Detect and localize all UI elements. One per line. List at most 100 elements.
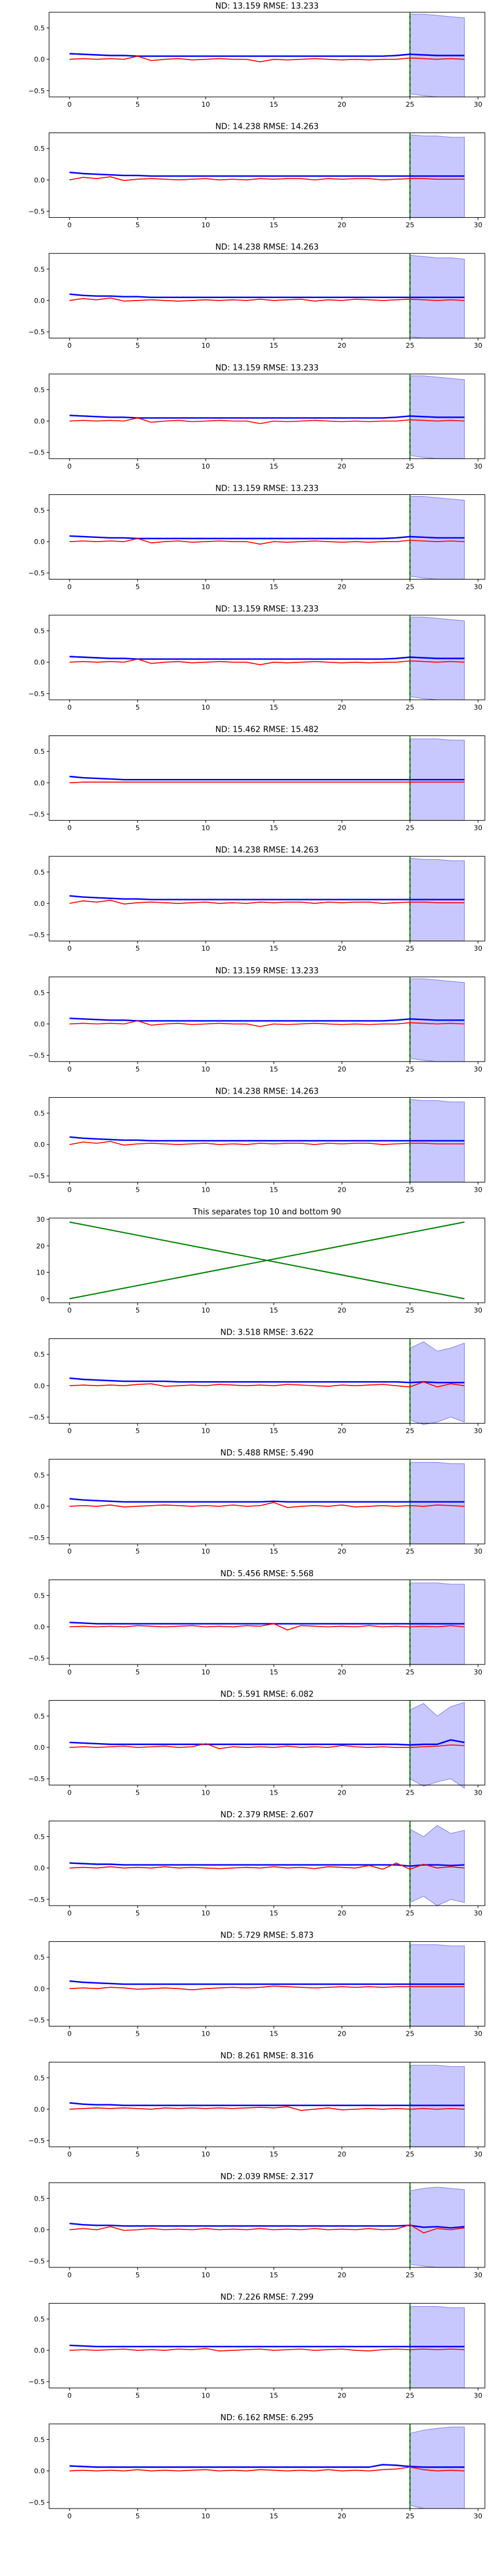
x-tick-label: 5 xyxy=(136,824,140,832)
panel-title: ND: 13.159 RMSE: 13.233 xyxy=(215,364,319,373)
x-tick-label: 25 xyxy=(406,583,414,591)
y-tick-label: −0.5 xyxy=(28,569,45,577)
x-tick-label: 0 xyxy=(68,1065,72,1073)
actual-line xyxy=(69,1020,465,1027)
panel-3: ND: 14.238 RMSE: 14.263 0 5 10 15 20 25 30 −0.5 0… xyxy=(28,243,485,350)
x-tick-label: 0 xyxy=(68,221,72,229)
panel-title: This separates top 10 and bottom 90 xyxy=(192,1208,341,1217)
y-tick-label: −0.5 xyxy=(28,810,45,818)
y-tick-label: 0.5 xyxy=(34,868,45,876)
prediction-interval-band xyxy=(409,1701,465,1789)
x-tick-label: 20 xyxy=(338,1668,346,1676)
x-tick-label: 10 xyxy=(201,2150,210,2158)
x-tick-label: 20 xyxy=(338,703,346,711)
y-tick-label: 0.0 xyxy=(34,1382,45,1390)
x-tick-label: 0 xyxy=(68,824,72,832)
x-tick-label: 0 xyxy=(68,342,72,350)
x-tick-label: 30 xyxy=(474,2512,482,2520)
x-tick-label: 5 xyxy=(136,1668,140,1676)
x-tick-label: 30 xyxy=(474,1788,482,1796)
x-tick-label: 15 xyxy=(269,462,278,470)
actual-line xyxy=(69,176,465,182)
y-tick-label: 0.0 xyxy=(34,779,45,787)
axes-frame xyxy=(48,2182,485,2268)
x-tick-label: 25 xyxy=(406,2391,414,2399)
x-tick-label: 25 xyxy=(406,1065,414,1073)
x-tick-label: 25 xyxy=(406,1427,414,1435)
y-tick-label: −0.5 xyxy=(28,2378,45,2386)
x-tick-label: 5 xyxy=(136,2150,140,2158)
x-tick-label: 30 xyxy=(474,2150,482,2158)
x-tick-label: 30 xyxy=(474,1065,482,1073)
panel-title: ND: 8.261 RMSE: 8.316 xyxy=(220,2052,314,2061)
x-tick-label: 0 xyxy=(68,703,72,711)
forecast-line xyxy=(69,1018,465,1022)
forecast-line xyxy=(69,535,465,540)
x-tick-label: 30 xyxy=(474,462,482,470)
axes-frame xyxy=(48,615,485,700)
x-tick-label: 25 xyxy=(406,1909,414,1917)
forecast-line xyxy=(69,1862,465,1867)
x-tick-label: 25 xyxy=(406,703,414,711)
axes-frame xyxy=(48,253,485,339)
y-tick-label: 0.0 xyxy=(34,2467,45,2475)
x-tick-label: 15 xyxy=(269,1065,278,1073)
axes-frame xyxy=(48,1941,485,2027)
x-tick-label: 0 xyxy=(68,1909,72,1917)
actual-line xyxy=(69,2224,465,2234)
x-tick-label: 0 xyxy=(68,101,72,109)
x-tick-label: 25 xyxy=(406,1788,414,1796)
panel-8: ND: 14.238 RMSE: 14.263 0 5 10 15 20 25 30 −0.5 0… xyxy=(28,846,485,953)
x-tick-label: 10 xyxy=(201,2391,210,2399)
x-tick-label: 25 xyxy=(406,342,414,350)
forecast-line xyxy=(69,656,465,660)
x-tick-label: 15 xyxy=(269,101,278,109)
actual-line xyxy=(69,417,465,424)
x-tick-label: 0 xyxy=(68,1668,72,1676)
x-tick-label: 20 xyxy=(338,2512,346,2520)
panel-1: ND: 13.159 RMSE: 13.233 0 5 10 15 20 25 30 −0.5 0… xyxy=(28,2,485,109)
prediction-interval-band xyxy=(409,1462,465,1544)
forecast-line xyxy=(69,1739,465,1746)
x-tick-label: 25 xyxy=(406,1668,414,1676)
x-tick-label: 5 xyxy=(136,1788,140,1796)
x-tick-label: 0 xyxy=(68,1427,72,1435)
y-tick-label: 0.5 xyxy=(34,748,45,756)
y-tick-label: −0.5 xyxy=(28,2258,45,2266)
y-tick-label: −0.5 xyxy=(28,2499,45,2507)
x-tick-label: 25 xyxy=(406,221,414,229)
y-tick-label: −0.5 xyxy=(28,1413,45,1421)
x-tick-label: 0 xyxy=(68,462,72,470)
y-tick-label: 0.5 xyxy=(34,1953,45,1961)
x-tick-label: 0 xyxy=(68,583,72,591)
forecast-line xyxy=(69,1498,465,1503)
x-tick-label: 30 xyxy=(474,2030,482,2038)
axes-frame xyxy=(48,2061,485,2147)
axes-frame xyxy=(48,1097,485,1183)
axes-frame xyxy=(48,2302,485,2388)
axes-frame xyxy=(48,2423,485,2509)
actual-line xyxy=(69,1743,465,1749)
x-tick-label: 20 xyxy=(338,2271,346,2279)
y-tick-label: 0.5 xyxy=(34,1833,45,1841)
x-tick-label: 10 xyxy=(201,1427,210,1435)
y-tick-label: 0.0 xyxy=(34,2347,45,2355)
y-tick-label: −0.5 xyxy=(28,449,45,457)
forecast-line xyxy=(69,775,465,781)
x-tick-label: 15 xyxy=(269,2030,278,2038)
panel-18: ND: 8.261 RMSE: 8.316 0 5 10 15 20 25 30 −0.5 0.0… xyxy=(28,2052,485,2158)
y-tick-label: 0 xyxy=(41,1295,45,1303)
x-tick-label: 10 xyxy=(201,2030,210,2038)
y-tick-label: 0.5 xyxy=(34,1110,45,1117)
x-tick-label: 25 xyxy=(406,2030,414,2038)
y-tick-label: 0.5 xyxy=(34,1471,45,1479)
panel-14: ND: 5.456 RMSE: 5.568 0 5 10 15 20 25 30 −0.5 0.0… xyxy=(28,1570,485,1676)
x-tick-label: 0 xyxy=(68,2030,72,2038)
axes-frame xyxy=(48,374,485,459)
forecast-line xyxy=(69,2344,465,2348)
x-tick-label: 15 xyxy=(269,1668,278,1676)
x-tick-label: 30 xyxy=(474,1668,482,1676)
x-tick-label: 25 xyxy=(406,2271,414,2279)
x-tick-label: 20 xyxy=(338,342,346,350)
y-tick-label: −0.5 xyxy=(28,87,45,95)
